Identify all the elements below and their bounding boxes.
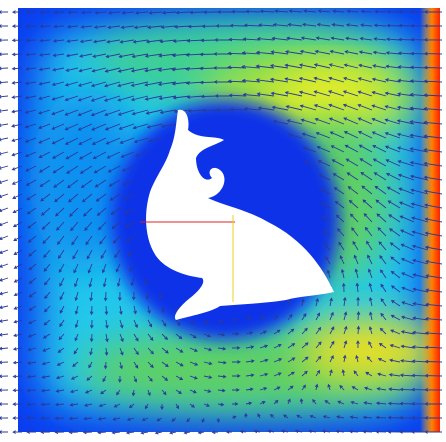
flow-arrow — [0, 278, 8, 281]
flow-visualization — [0, 0, 446, 442]
flow-arrow — [0, 417, 8, 420]
flow-arrow — [0, 403, 8, 406]
flow-arrow — [0, 333, 8, 336]
flow-arrow — [0, 320, 8, 323]
flow-arrow — [0, 124, 8, 127]
flow-arrow — [0, 11, 8, 14]
flow-arrow — [0, 431, 8, 434]
flow-arrow — [0, 236, 8, 240]
flow-arrow — [0, 292, 8, 295]
flow-arrow — [0, 39, 8, 42]
flow-arrow — [0, 194, 8, 198]
flow-arrow — [0, 208, 8, 212]
flow-arrow — [0, 95, 8, 98]
flow-arrow — [0, 347, 8, 350]
flow-arrow — [0, 110, 8, 113]
flow-arrow — [0, 306, 8, 309]
flow-arrow — [0, 180, 8, 184]
field-band — [300, 320, 440, 380]
page: (() => { const g = document.getElementBy… — [0, 0, 446, 442]
flow-arrow — [0, 250, 8, 254]
flow-arrow — [0, 25, 8, 28]
flow-arrow — [0, 222, 8, 226]
flow-arrow — [0, 67, 8, 70]
flow-arrow — [0, 264, 8, 267]
flow-arrow — [0, 53, 8, 56]
flow-arrow — [0, 375, 8, 378]
flow-arrow — [0, 361, 8, 364]
flow-arrow — [0, 138, 8, 141]
flow-arrow — [0, 152, 8, 155]
flow-arrow — [0, 389, 8, 392]
flow-arrow — [0, 81, 8, 84]
flow-arrow — [0, 166, 8, 169]
